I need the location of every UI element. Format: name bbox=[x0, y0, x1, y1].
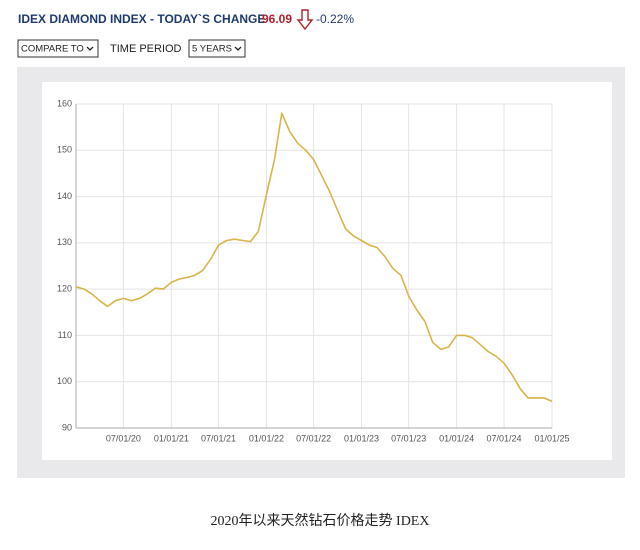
price-line bbox=[75, 112, 553, 402]
chart-card bbox=[42, 82, 612, 460]
y-tick-label: 110 bbox=[58, 330, 72, 340]
x-tick-label: 07/01/23 bbox=[391, 433, 426, 443]
period-value: 5 YEARS bbox=[192, 44, 232, 55]
header-change: -0.22% bbox=[316, 12, 354, 26]
y-tick-label: 140 bbox=[57, 191, 72, 201]
x-tick-label: 01/01/24 bbox=[439, 433, 474, 443]
caret bbox=[86, 46, 94, 51]
compare-select[interactable] bbox=[17, 39, 99, 58]
period-select[interactable] bbox=[188, 39, 246, 58]
x-tick-label: 07/01/21 bbox=[201, 433, 236, 443]
plot: 90 100 110 120 130 140 150 160 07/01/20 01/01/21 0… bbox=[57, 98, 570, 443]
y-tick-label: 150 bbox=[57, 145, 72, 155]
x-tick-label: 07/01/20 bbox=[106, 433, 141, 443]
x-tick-label: 01/01/25 bbox=[534, 433, 569, 443]
x-tick-label: 01/01/22 bbox=[249, 433, 284, 443]
y-tick-label: 100 bbox=[57, 376, 72, 386]
y-tick-label: 120 bbox=[57, 284, 72, 294]
caret bbox=[234, 46, 242, 51]
x-tick-label: 01/01/23 bbox=[344, 433, 379, 443]
y-tick-label: 90 bbox=[62, 422, 72, 432]
header-title: IDEX DIAMOND INDEX - TODAY`S CHANGE bbox=[18, 12, 265, 26]
y-tick-label: 160 bbox=[57, 98, 72, 108]
x-tick-label: 01/01/21 bbox=[154, 433, 189, 443]
y-tick-label: 130 bbox=[57, 237, 72, 247]
down-arrow bbox=[296, 9, 314, 31]
header-value: 96.09 bbox=[262, 12, 292, 26]
compare-label: COMPARE TO bbox=[21, 44, 84, 55]
x-tick-label: 07/01/24 bbox=[487, 433, 522, 443]
period-label: TIME PERIOD bbox=[110, 43, 182, 55]
x-tick-label: 07/01/22 bbox=[296, 433, 331, 443]
caption: 2020年以来天然钻石价格走势 IDEX bbox=[211, 512, 430, 529]
